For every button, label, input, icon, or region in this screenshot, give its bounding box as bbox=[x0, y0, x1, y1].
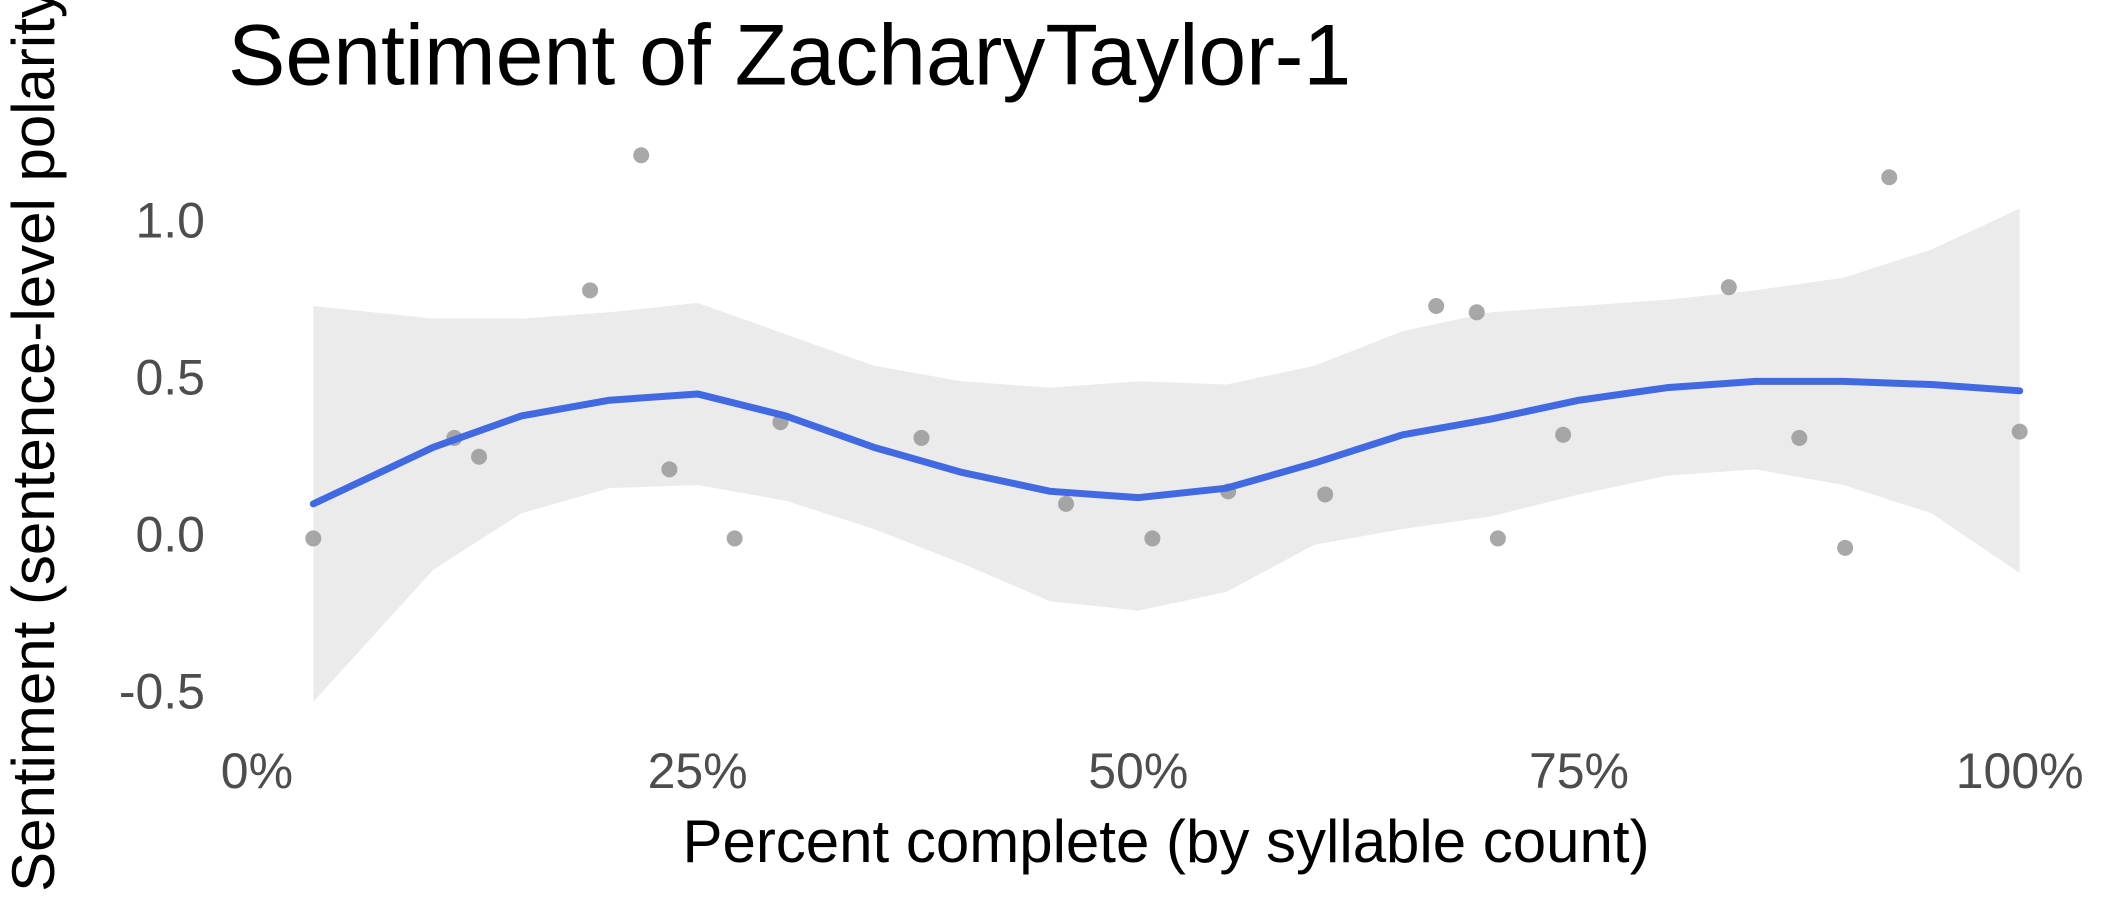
data-point bbox=[471, 448, 488, 465]
data-point bbox=[726, 530, 743, 547]
data-point bbox=[1058, 495, 1075, 512]
y-tick-label: 0.5 bbox=[135, 350, 205, 406]
x-tick-label: 50% bbox=[1088, 743, 1188, 799]
x-tick-label: 75% bbox=[1529, 743, 1629, 799]
data-point bbox=[1468, 304, 1485, 321]
data-point bbox=[1720, 279, 1737, 296]
smooth-line bbox=[309, 377, 2024, 508]
x-tick-label: 25% bbox=[648, 743, 748, 799]
data-point bbox=[633, 147, 650, 164]
y-axis-title: Sentiment (sentence-level polarity) bbox=[0, 0, 67, 892]
data-point bbox=[582, 282, 599, 299]
data-point bbox=[1144, 530, 1161, 547]
data-point bbox=[1837, 539, 1854, 556]
y-tick-label: 0.0 bbox=[135, 507, 205, 563]
data-point bbox=[661, 461, 678, 478]
chart-title: Sentiment of ZacharyTaylor-1 bbox=[228, 8, 1351, 104]
y-tick-label: 1.0 bbox=[135, 193, 205, 249]
data-point bbox=[1791, 429, 1808, 446]
data-point bbox=[1317, 486, 1334, 503]
data-point bbox=[2011, 423, 2028, 440]
x-tick-label: 100% bbox=[1956, 743, 2084, 799]
data-point bbox=[1555, 426, 1572, 443]
confidence-band bbox=[313, 208, 2020, 702]
data-point bbox=[1489, 530, 1506, 547]
x-tick-label: 0% bbox=[221, 743, 293, 799]
data-point bbox=[1428, 298, 1445, 315]
data-point bbox=[305, 530, 322, 547]
y-tick-label: -0.5 bbox=[119, 664, 205, 720]
data-point bbox=[913, 429, 930, 446]
x-axis-title: Percent complete (by syllable count) bbox=[682, 808, 1649, 875]
data-point bbox=[1881, 169, 1898, 186]
